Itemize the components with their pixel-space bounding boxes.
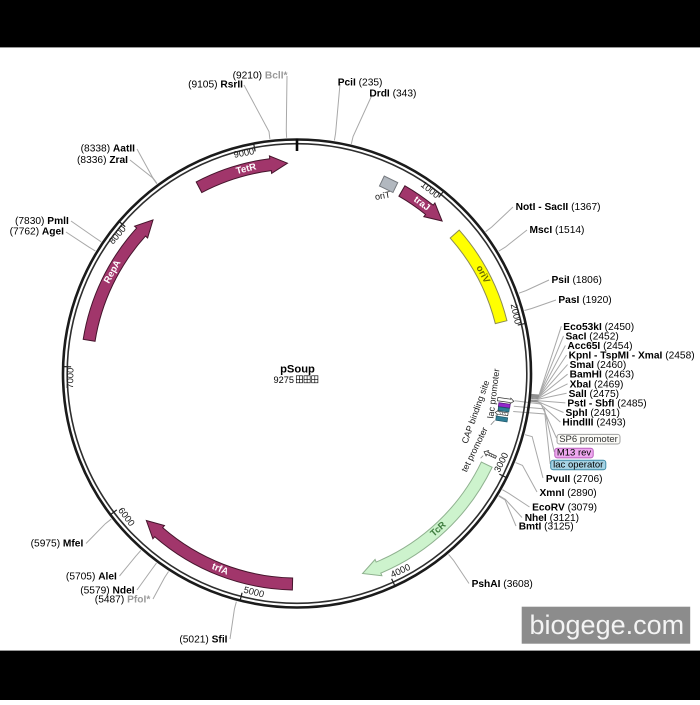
svg-text:PvuII (2706): PvuII (2706) (546, 474, 603, 485)
svg-text:(9210) BclI*: (9210) BclI* (233, 71, 288, 82)
svg-text:MscI (1514): MscI (1514) (530, 225, 585, 236)
svg-text:(5487) PfoI*: (5487) PfoI* (95, 595, 151, 606)
svg-text:DrdI (343): DrdI (343) (369, 89, 416, 100)
svg-text:7000: 7000 (65, 368, 76, 389)
svg-text:BmtI (3125): BmtI (3125) (519, 522, 574, 533)
svg-text:M13 rev: M13 rev (557, 448, 592, 459)
svg-text:PasI (1920): PasI (1920) (558, 295, 611, 306)
svg-text:NotI - SacII (1367): NotI - SacII (1367) (516, 202, 601, 213)
svg-text:(7830) PmlI: (7830) PmlI (15, 216, 69, 227)
svg-text:biogege.com: biogege.com (530, 610, 685, 640)
svg-text:pSoup: pSoup (280, 363, 315, 375)
svg-text:(8336) ZraI: (8336) ZraI (77, 155, 128, 166)
svg-text:EcoRV (3079): EcoRV (3079) (532, 503, 597, 514)
svg-text:PciI (235): PciI (235) (338, 78, 383, 89)
svg-text:PsiI (1806): PsiI (1806) (552, 275, 602, 286)
svg-text:(5975) MfeI: (5975) MfeI (31, 539, 84, 550)
svg-text:PshAI (3608): PshAI (3608) (472, 579, 533, 590)
svg-text:(5021) SfiI: (5021) SfiI (179, 635, 227, 646)
svg-text:9275: 9275 (274, 375, 294, 385)
svg-text:XmnI (2890): XmnI (2890) (540, 488, 597, 499)
svg-text:(5705) AleI: (5705) AleI (66, 572, 117, 583)
svg-text:lac operator: lac operator (553, 460, 603, 471)
svg-text:HindIII (2493): HindIII (2493) (562, 418, 625, 429)
svg-text:(8338) AatII: (8338) AatII (81, 144, 136, 155)
svg-text:SP6 promoter: SP6 promoter (559, 434, 618, 445)
svg-text:(7762) AgeI: (7762) AgeI (10, 227, 65, 238)
